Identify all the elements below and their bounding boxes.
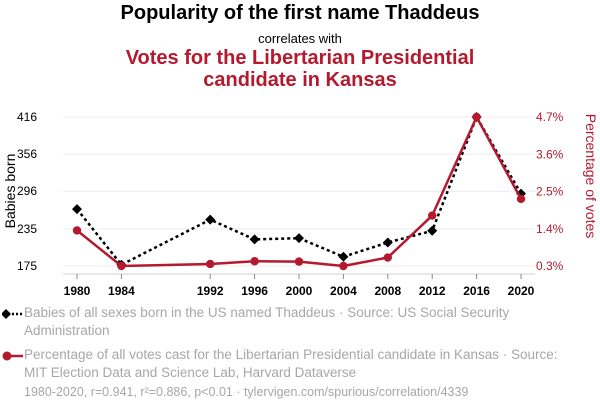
y-right-tick-label: 4.7% <box>536 110 564 124</box>
votes-data-point <box>72 226 82 235</box>
y-right-axis-label: Percentage of votes <box>583 114 599 239</box>
x-tick-label: 2020 <box>508 284 535 298</box>
votes-data-point <box>339 261 348 271</box>
x-tick-label: 1984 <box>108 284 135 298</box>
votes-data-point <box>428 211 437 220</box>
y-left-tick-label: 296 <box>17 184 37 198</box>
y-left-tick-label: 416 <box>17 110 37 124</box>
x-tick-label: 2008 <box>374 284 401 298</box>
y-right-tick-label: 0.3% <box>536 259 564 273</box>
x-tick-label: 2012 <box>419 284 446 298</box>
axes: 175 235 296 356 416 0.3% 1.4% 2.5% 3.6% 4.7% 1980 1… <box>2 110 599 298</box>
babies-series-line <box>76 115 523 267</box>
legend-label-babies: Babies of all sexes born in the US named… <box>24 305 510 338</box>
votes-data-point <box>472 112 481 122</box>
votes-data-point <box>516 194 526 204</box>
babies-data-point <box>249 234 260 245</box>
legend-marker-votes <box>2 351 23 361</box>
y-left-tick-label: 235 <box>17 222 37 236</box>
legend-item-babies: Babies of all sexes born in the US named… <box>2 304 584 340</box>
series <box>72 112 526 271</box>
x-tick-label: 1980 <box>64 284 91 298</box>
x-tick-label: 1992 <box>197 284 224 298</box>
x-tick-label: 2016 <box>463 284 490 298</box>
votes-data-point <box>383 253 392 262</box>
y-left-axis-label: Babies born <box>2 154 18 229</box>
babies-data-point <box>427 225 438 236</box>
babies-data-point <box>205 214 216 225</box>
babies-data-point <box>338 251 349 262</box>
chart-subtitle: correlates with <box>258 31 342 46</box>
votes-series-line <box>76 115 523 268</box>
grid <box>63 116 535 267</box>
chart-footer: 1980-2020, r=0.941, r²=0.886, p<0.01 · t… <box>24 385 469 399</box>
x-tick-label: 2000 <box>286 284 313 298</box>
legend-item-votes: Percentage of all votes cast for the Lib… <box>2 346 584 382</box>
babies-data-point <box>294 233 304 244</box>
chart-plot: 175 235 296 356 416 0.3% 1.4% 2.5% 3.6% 4.7% 1980 1… <box>2 110 599 298</box>
votes-data-point <box>294 257 304 266</box>
y-right-tick-label: 3.6% <box>536 147 564 161</box>
y-right-tick-label: 1.4% <box>536 222 564 236</box>
votes-data-point <box>250 257 259 266</box>
votes-data-point <box>117 261 126 271</box>
chart-title: Popularity of the first name Thaddeus <box>120 2 480 24</box>
legend-label-votes: Percentage of all votes cast for the Lib… <box>24 347 558 380</box>
y-left-tick-label: 356 <box>17 147 37 161</box>
x-tick-label: 1996 <box>241 284 268 298</box>
y-right-tick-label: 2.5% <box>536 185 564 199</box>
chart-second-title: Votes for the Libertarian Presidential c… <box>125 47 475 91</box>
x-tick-label: 2004 <box>330 284 357 298</box>
babies-data-point <box>382 237 393 248</box>
y-left-tick-label: 175 <box>17 259 37 273</box>
legend-marker-babies <box>2 309 23 319</box>
babies-data-point <box>72 204 82 215</box>
votes-data-point <box>206 259 215 269</box>
